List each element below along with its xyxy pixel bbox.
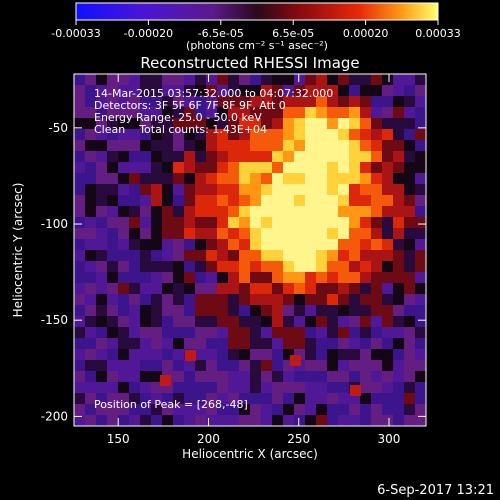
y-axis-label: Heliocentric Y (arcsec) xyxy=(11,183,25,318)
colorbar xyxy=(75,2,439,21)
x-axis: 150 200 250 300 xyxy=(107,74,401,446)
colorbar-ticks: -0.00033 -0.00020 -6.5e-05 6.5e-05 0.00020 0.… xyxy=(51,20,461,40)
x-tick-label: 250 xyxy=(287,432,310,446)
footer-date: 6-Sep-2017 13:21 xyxy=(377,483,494,498)
colorbar-tick-label: 0.00020 xyxy=(343,27,389,40)
colorbar-tick-label: 6.5e-05 xyxy=(272,27,314,40)
info-clean-counts: Clean Total counts: 1.43E+04 xyxy=(94,123,267,136)
plot-title: Reconstructed RHESSI Image xyxy=(140,54,359,72)
y-tick-label: -150 xyxy=(41,313,68,327)
colorbar-unit-label: (photons cm⁻² s⁻¹ asec⁻²) xyxy=(186,39,328,52)
x-tick-label: 200 xyxy=(197,432,220,446)
y-tick-label: -50 xyxy=(48,121,68,135)
colorbar-tick-label: -0.00033 xyxy=(51,27,100,40)
info-energy-range: Energy Range: 25.0 - 50.0 keV xyxy=(94,111,262,124)
rhessi-image xyxy=(74,74,426,426)
info-time-range: 14-Mar-2015 03:57:32.000 to 04:07:32.000 xyxy=(94,87,333,100)
y-axis: -50 -100 -150 -200 xyxy=(41,121,426,423)
y-tick-label: -100 xyxy=(41,217,68,231)
info-peak-position: Position of Peak = [268,-48] xyxy=(94,398,248,411)
x-tick-label: 300 xyxy=(378,432,401,446)
x-axis-label: Heliocentric X (arcsec) xyxy=(182,447,318,461)
plot-frame xyxy=(73,73,427,427)
info-detectors: Detectors: 3F 5F 6F 7F 8F 9F, Att 0 xyxy=(94,99,286,112)
colorbar-tick-label: -6.5e-05 xyxy=(198,27,244,40)
colorbar-tick-label: 0.00033 xyxy=(415,27,461,40)
y-tick-label: -200 xyxy=(41,409,68,423)
colorbar-tick-label: -0.00020 xyxy=(124,27,173,40)
x-tick-label: 150 xyxy=(107,432,130,446)
